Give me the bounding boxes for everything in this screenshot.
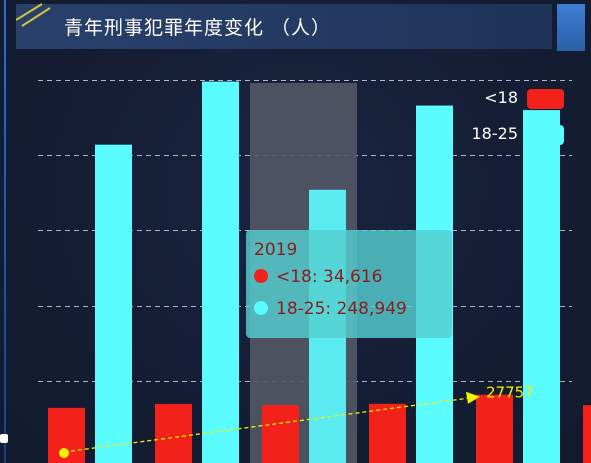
title-bar bbox=[16, 4, 552, 49]
bar-under18 bbox=[583, 405, 591, 463]
tooltip-dot bbox=[254, 301, 268, 315]
tooltip-row-text: 18-25: 248,949 bbox=[276, 299, 407, 319]
tooltip: 2019 <18: 34,616 18-25: 248,949 bbox=[246, 230, 452, 338]
legend-label: 18-25 bbox=[471, 124, 519, 143]
bar-18-25 bbox=[95, 144, 132, 463]
title-stripes-decoration bbox=[16, 3, 51, 27]
left-slider-handle[interactable] bbox=[0, 434, 8, 443]
left-border-line bbox=[4, 0, 6, 463]
bar-under18 bbox=[155, 403, 192, 463]
title-corner-tab bbox=[557, 4, 585, 51]
tooltip-row-text: <18: 34,616 bbox=[276, 267, 383, 287]
annotation-arrow-line bbox=[63, 397, 473, 453]
grid-lines bbox=[38, 80, 572, 382]
legend: <18 18-25 bbox=[470, 88, 570, 160]
tooltip-row-18-25: 18-25: 248,949 bbox=[254, 299, 452, 331]
chart-title: 青年刑事犯罪年度变化 （人） bbox=[64, 17, 332, 39]
tooltip-dot bbox=[254, 269, 268, 283]
annotation-label: 27757 bbox=[486, 384, 534, 402]
legend-swatch bbox=[527, 125, 564, 145]
bar-18-25 bbox=[202, 81, 239, 463]
annotation-origin-dot bbox=[59, 448, 69, 458]
annotation: 27757 bbox=[59, 384, 534, 458]
bar-18-25 bbox=[523, 110, 560, 463]
tooltip-title: 2019 bbox=[254, 240, 298, 260]
bar-under18 bbox=[369, 403, 406, 463]
bar-under18 bbox=[262, 405, 299, 463]
bar-under18 bbox=[476, 394, 513, 463]
tooltip-row-under18: <18: 34,616 bbox=[254, 267, 452, 299]
annotation-arrowhead bbox=[466, 391, 480, 404]
legend-item-18-25[interactable]: 18-25 bbox=[470, 124, 570, 160]
legend-label: <18 bbox=[484, 88, 518, 107]
legend-swatch bbox=[527, 89, 564, 109]
legend-item-under18[interactable]: <18 bbox=[470, 88, 570, 124]
